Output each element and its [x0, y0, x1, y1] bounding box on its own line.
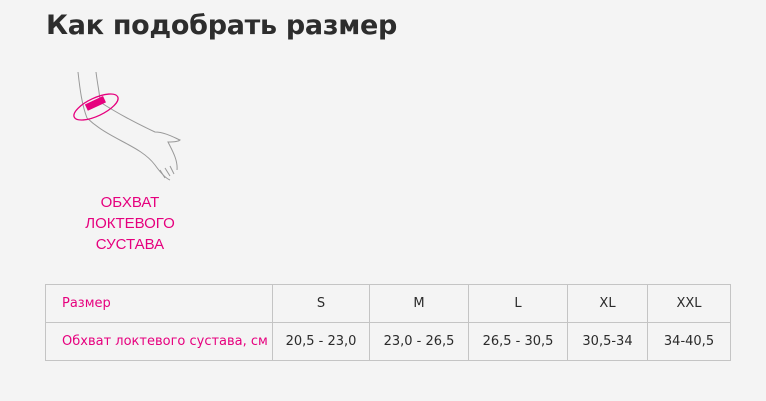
size-cell: M	[369, 284, 469, 323]
size-cell: L	[468, 284, 568, 323]
value-cell: 30,5-34	[567, 322, 648, 361]
measurement-caption: ОБХВАТ ЛОКТЕВОГО СУСТАВА	[60, 192, 200, 255]
caption-line: СУСТАВА	[95, 236, 165, 253]
page-title: Как подобрать размер	[46, 10, 398, 41]
size-cell: XL	[567, 284, 648, 323]
caption-line: ЛОКТЕВОГО	[85, 215, 175, 232]
arm-elbow-measure-icon	[73, 71, 181, 181]
header-label: Размер	[45, 284, 273, 323]
size-cell: S	[272, 284, 370, 323]
caption-line: ОБХВАТ	[100, 194, 160, 211]
table-row-sizes: Размер S M L XL XXL	[45, 284, 731, 323]
size-table: Размер S M L XL XXL Обхват локтевого сус…	[45, 284, 731, 361]
size-cell: XXL	[647, 284, 731, 323]
value-cell: 26,5 - 30,5	[468, 322, 568, 361]
value-cell: 20,5 - 23,0	[272, 322, 370, 361]
value-cell: 23,0 - 26,5	[369, 322, 469, 361]
row-label: Обхват локтевого сустава, см	[45, 322, 273, 361]
table-row-values: Обхват локтевого сустава, см 20,5 - 23,0…	[45, 322, 731, 361]
value-cell: 34-40,5	[647, 322, 731, 361]
